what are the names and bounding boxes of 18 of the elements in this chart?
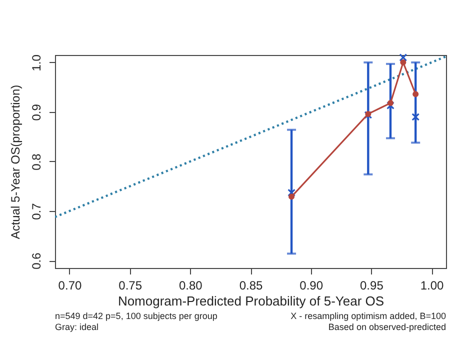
text: Based on observed-predicted	[328, 322, 446, 332]
y-tick-label: 1.0	[30, 54, 44, 72]
x-axis-title: Nomogram-Predicted Probability of 5-Year OS	[118, 294, 384, 308]
y-tick-label: 0.6	[30, 252, 44, 270]
x-tick-label: 0.80	[178, 278, 203, 292]
y-tick-label: 0.9	[30, 104, 44, 121]
text: X - resampling optimism added, B=100	[290, 311, 446, 321]
x-tick-label: 0.90	[300, 278, 324, 292]
x-tick-label: 0.85	[239, 278, 263, 292]
text: n=549 d=42 p=5, 100 subjects per group	[55, 311, 218, 321]
y-axis-title: Actual 5-Year OS(proportion)	[8, 84, 22, 240]
x-tick-label: 0.75	[118, 278, 142, 292]
x-tick-label: 1.00	[420, 278, 444, 292]
y-tick-label: 0.7	[30, 202, 44, 220]
text: Gray: ideal	[55, 322, 99, 332]
x-tick-label: 0.95	[360, 278, 384, 292]
y-tick-label: 0.8	[30, 153, 44, 170]
x-tick-label: 0.70	[58, 278, 82, 292]
